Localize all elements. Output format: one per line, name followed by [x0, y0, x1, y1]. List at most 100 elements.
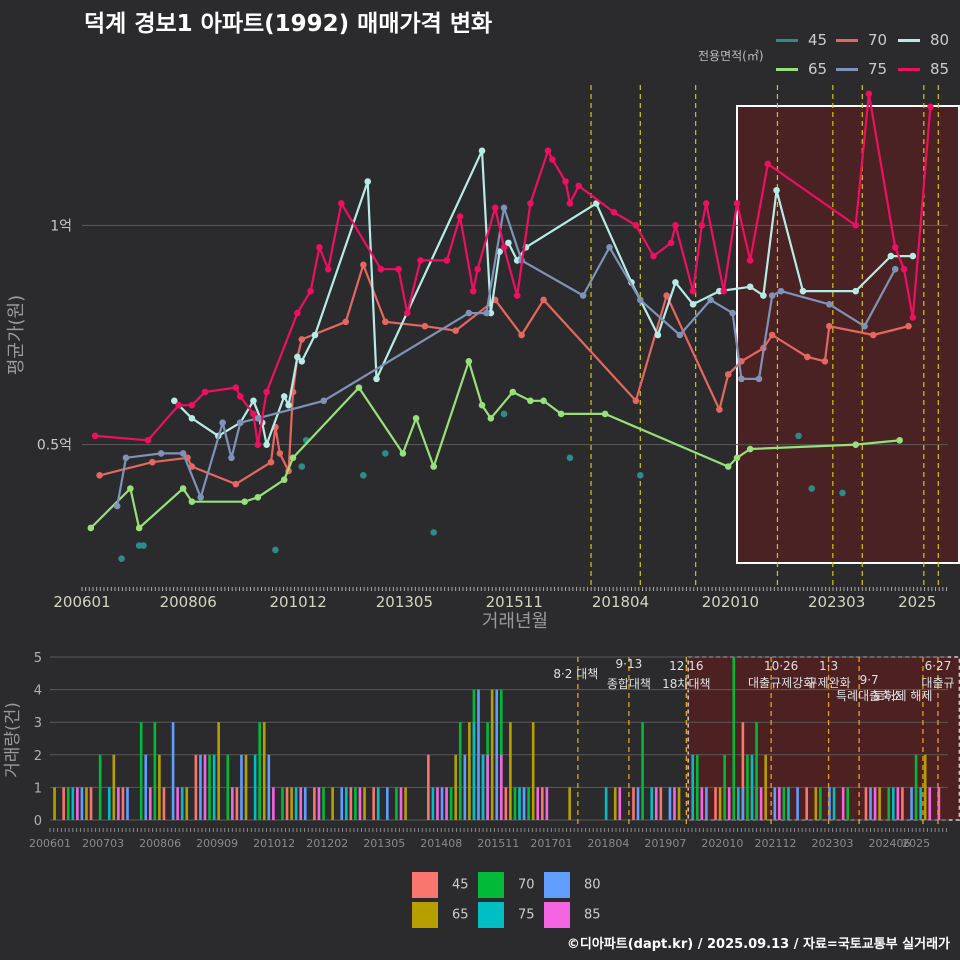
annotation-date: 10·26 [764, 659, 798, 673]
volume-x-tick-label: 201804 [587, 837, 629, 850]
point-85 [764, 160, 772, 168]
bar-legend-swatch-75 [478, 902, 504, 928]
point-80 [171, 397, 178, 405]
volume-bar-85 [317, 787, 321, 820]
legend-label-70: 70 [868, 31, 888, 49]
volume-y-tick-label: 3 [34, 716, 42, 731]
volume-bar-85 [272, 787, 275, 820]
volume-bar-75 [737, 787, 740, 820]
volume-bar-70 [395, 787, 398, 820]
bar-legend-label-75: 75 [518, 907, 535, 923]
point-45 [118, 555, 125, 562]
point-85 [403, 309, 411, 317]
point-80 [689, 300, 697, 308]
point-75 [861, 322, 868, 330]
volume-x-tick-label: 201012 [253, 837, 295, 850]
point-45 [636, 472, 644, 479]
point-85 [672, 222, 679, 229]
volume-bar-85 [536, 787, 540, 820]
point-85 [702, 200, 710, 207]
point-45 [795, 432, 802, 440]
volume-bar-80 [199, 754, 202, 820]
bar-legend-item-80: 80 [544, 872, 601, 898]
volume-bar-65 [185, 787, 189, 820]
volume-bar-65 [454, 754, 457, 820]
x-tick-label: 202010 [702, 593, 759, 611]
point-75 [729, 309, 736, 317]
point-80 [285, 401, 292, 409]
volume-bar-70 [782, 787, 786, 820]
volume-bar-70 [66, 787, 70, 820]
volume-bar-45 [162, 787, 166, 820]
volume-bar-85 [445, 787, 448, 820]
volume-x-tick-label: 202406 [869, 837, 911, 850]
point-70 [663, 292, 670, 299]
legend-label-75: 75 [868, 60, 888, 78]
volume-bar-70 [281, 787, 284, 820]
point-85 [338, 200, 345, 207]
source-footer: ©디아파트(dapt.kr) / 2025.09.13 / 자료=국토교통부 실… [566, 937, 950, 952]
bar-legend-item-45: 45 [412, 872, 469, 898]
point-65 [852, 441, 859, 448]
point-75 [228, 454, 235, 462]
legend-swatch-85 [898, 68, 920, 71]
point-85 [263, 388, 270, 396]
y-axis-title: 평균가(원) [6, 295, 27, 375]
volume-bar-70 [819, 787, 822, 820]
volume-bar-65 [923, 754, 927, 820]
volume-bar-45 [285, 787, 289, 820]
x-tick-label: 202303 [808, 593, 865, 611]
point-85 [232, 384, 240, 391]
volume-bar-45 [372, 787, 375, 820]
volume-bar-65 [677, 787, 681, 820]
volume-bar-85 [203, 754, 207, 820]
point-70 [821, 358, 829, 365]
volume-bar-65 [468, 722, 471, 820]
legend-item-70: 70 [836, 31, 887, 49]
volume-bar-70 [695, 754, 699, 820]
volume-bar-70 [527, 787, 530, 820]
volume-bar-75 [891, 787, 895, 820]
point-70 [826, 322, 833, 330]
point-75 [320, 397, 328, 405]
point-85 [417, 257, 424, 264]
point-70 [421, 322, 429, 330]
point-75 [197, 493, 204, 501]
point-65 [179, 485, 187, 492]
volume-bar-80 [910, 787, 913, 820]
point-65 [241, 498, 248, 505]
point-85 [562, 178, 569, 185]
volume-x-tick-label: 201305 [363, 837, 405, 850]
bar-legend-label-65: 65 [452, 907, 469, 923]
point-75 [254, 415, 262, 422]
volume-bar-70 [449, 787, 453, 820]
point-80 [654, 331, 662, 339]
volume-bar-65 [568, 787, 571, 820]
volume-y-tick-label: 4 [34, 684, 42, 699]
point-80 [280, 393, 288, 400]
volume-bar-70 [98, 754, 102, 820]
volume-x-tick-label: 201408 [420, 837, 462, 850]
point-65 [746, 445, 754, 453]
volume-bar-45 [659, 787, 663, 820]
volume-y-tick-label: 0 [34, 814, 42, 829]
point-75 [113, 502, 121, 510]
y-tick-label: 1억 [50, 218, 72, 234]
point-45 [430, 529, 437, 536]
volume-bar-75 [180, 787, 184, 820]
volume-x-tick-label: 201511 [477, 837, 519, 850]
volume-bar-70 [354, 787, 357, 820]
volume-bar-80 [463, 754, 467, 820]
volume-bar-80 [126, 787, 129, 820]
x-tick-label: 200601 [53, 593, 110, 611]
point-80 [364, 178, 372, 185]
series-line-85 [95, 92, 932, 446]
point-70 [267, 458, 275, 466]
point-75 [777, 287, 785, 295]
volume-bar-85 [654, 787, 658, 820]
bar-legend-item-75: 75 [478, 902, 535, 928]
volume-x-tick-label: 200806 [139, 837, 181, 850]
annotation-date: 9·7 [860, 673, 879, 687]
volume-bar-45 [805, 787, 808, 820]
